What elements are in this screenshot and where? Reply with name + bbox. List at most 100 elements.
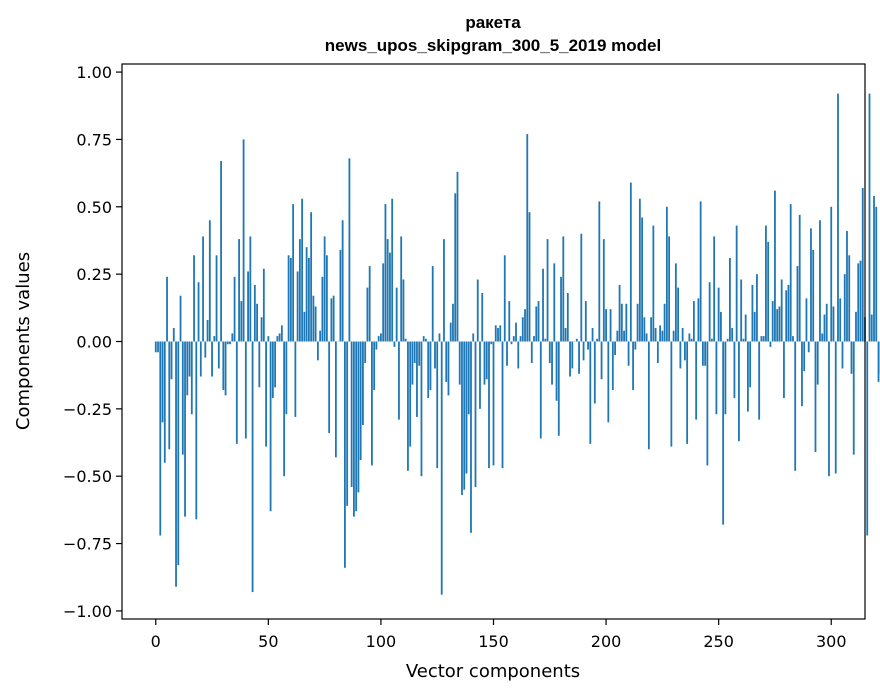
bar-132 (452, 303, 454, 342)
bar-214 (636, 303, 639, 342)
x-tick-label: 200 (591, 632, 622, 651)
bar-217 (643, 317, 646, 342)
bar-309 (850, 341, 853, 374)
bar-254 (726, 338, 729, 342)
bar-71 (314, 306, 317, 342)
bar-88 (353, 341, 355, 517)
x-tick-label: 250 (703, 632, 734, 651)
bar-159 (512, 336, 515, 342)
bar-204 (614, 341, 616, 355)
bar-222 (654, 328, 657, 342)
bar-264 (749, 341, 752, 388)
bar-105 (391, 198, 394, 342)
bar-225 (661, 330, 664, 342)
bar-208 (623, 330, 625, 342)
bar-100 (380, 333, 382, 342)
bar-300 (830, 206, 833, 342)
bar-197 (598, 201, 601, 342)
bar-191 (584, 301, 587, 342)
bar-175 (548, 341, 551, 364)
bar-104 (389, 252, 391, 342)
bar-50 (267, 336, 270, 342)
bar-221 (652, 225, 655, 342)
bar-62 (294, 341, 297, 417)
bar-181 (562, 236, 565, 342)
bar-295 (819, 220, 821, 342)
bar-22 (204, 341, 207, 358)
bar-69 (310, 212, 313, 342)
bar-60 (289, 257, 292, 342)
bar-319 (873, 196, 875, 342)
bar-17 (193, 255, 195, 342)
bar-209 (625, 303, 628, 342)
bar-302 (834, 341, 837, 474)
bar-141 (472, 333, 475, 342)
bar-25 (211, 341, 213, 377)
bar-73 (319, 330, 322, 342)
bar-130 (447, 341, 450, 396)
bar-171 (539, 341, 542, 439)
bar-76 (325, 255, 328, 342)
bar-45 (256, 303, 258, 342)
bar-202 (609, 309, 612, 342)
bar-156 (506, 341, 508, 366)
bar-297 (823, 314, 826, 342)
bar-263 (747, 341, 749, 412)
bar-14 (186, 341, 189, 396)
bar-251 (720, 311, 722, 342)
bar-290 (807, 341, 810, 353)
bar-127 (440, 341, 443, 595)
bar-138 (465, 341, 468, 474)
bar-80 (334, 341, 337, 458)
bar-237 (688, 333, 691, 342)
bar-162 (519, 336, 522, 342)
bar-210 (627, 341, 630, 366)
bar-219 (647, 341, 650, 450)
bar-291 (810, 228, 812, 342)
y-tick-label: −0.50 (63, 467, 112, 486)
bar-52 (271, 341, 274, 399)
bar-125 (436, 341, 439, 469)
bar-114 (411, 341, 414, 385)
bar-119 (422, 336, 425, 342)
bar-75 (323, 236, 326, 342)
bar-3 (161, 341, 164, 423)
bar-211 (629, 182, 632, 342)
bar-178 (555, 341, 558, 401)
bar-139 (467, 341, 470, 415)
bar-165 (526, 134, 529, 342)
bar-74 (321, 276, 324, 342)
bar-152 (497, 328, 499, 342)
bar-148 (488, 341, 490, 469)
bar-278 (780, 279, 783, 342)
bar-176 (551, 341, 553, 385)
bar-195 (593, 341, 596, 404)
bar-94 (366, 287, 369, 342)
bar-51 (269, 341, 272, 512)
bar-113 (409, 341, 412, 447)
bar-89 (355, 341, 358, 512)
bar-87 (350, 341, 353, 487)
bar-169 (535, 306, 538, 342)
bar-26 (213, 336, 216, 342)
y-tick-label: 0.75 (76, 130, 112, 149)
bar-179 (557, 341, 560, 436)
bar-10 (177, 341, 180, 566)
bar-253 (724, 341, 727, 415)
bar-269 (760, 336, 763, 342)
bar-19 (197, 282, 200, 342)
bar-277 (778, 306, 781, 342)
bar-203 (611, 341, 614, 390)
bar-206 (618, 284, 621, 342)
bar-30 (222, 341, 225, 390)
bar-24 (208, 220, 211, 342)
bar-249 (715, 341, 718, 415)
bar-272 (767, 241, 770, 342)
y-tick-label: −0.25 (63, 400, 112, 419)
bar-82 (339, 249, 342, 342)
bar-194 (591, 328, 594, 342)
bar-68 (307, 257, 310, 342)
bar-281 (787, 284, 790, 342)
bar-48 (262, 268, 265, 342)
